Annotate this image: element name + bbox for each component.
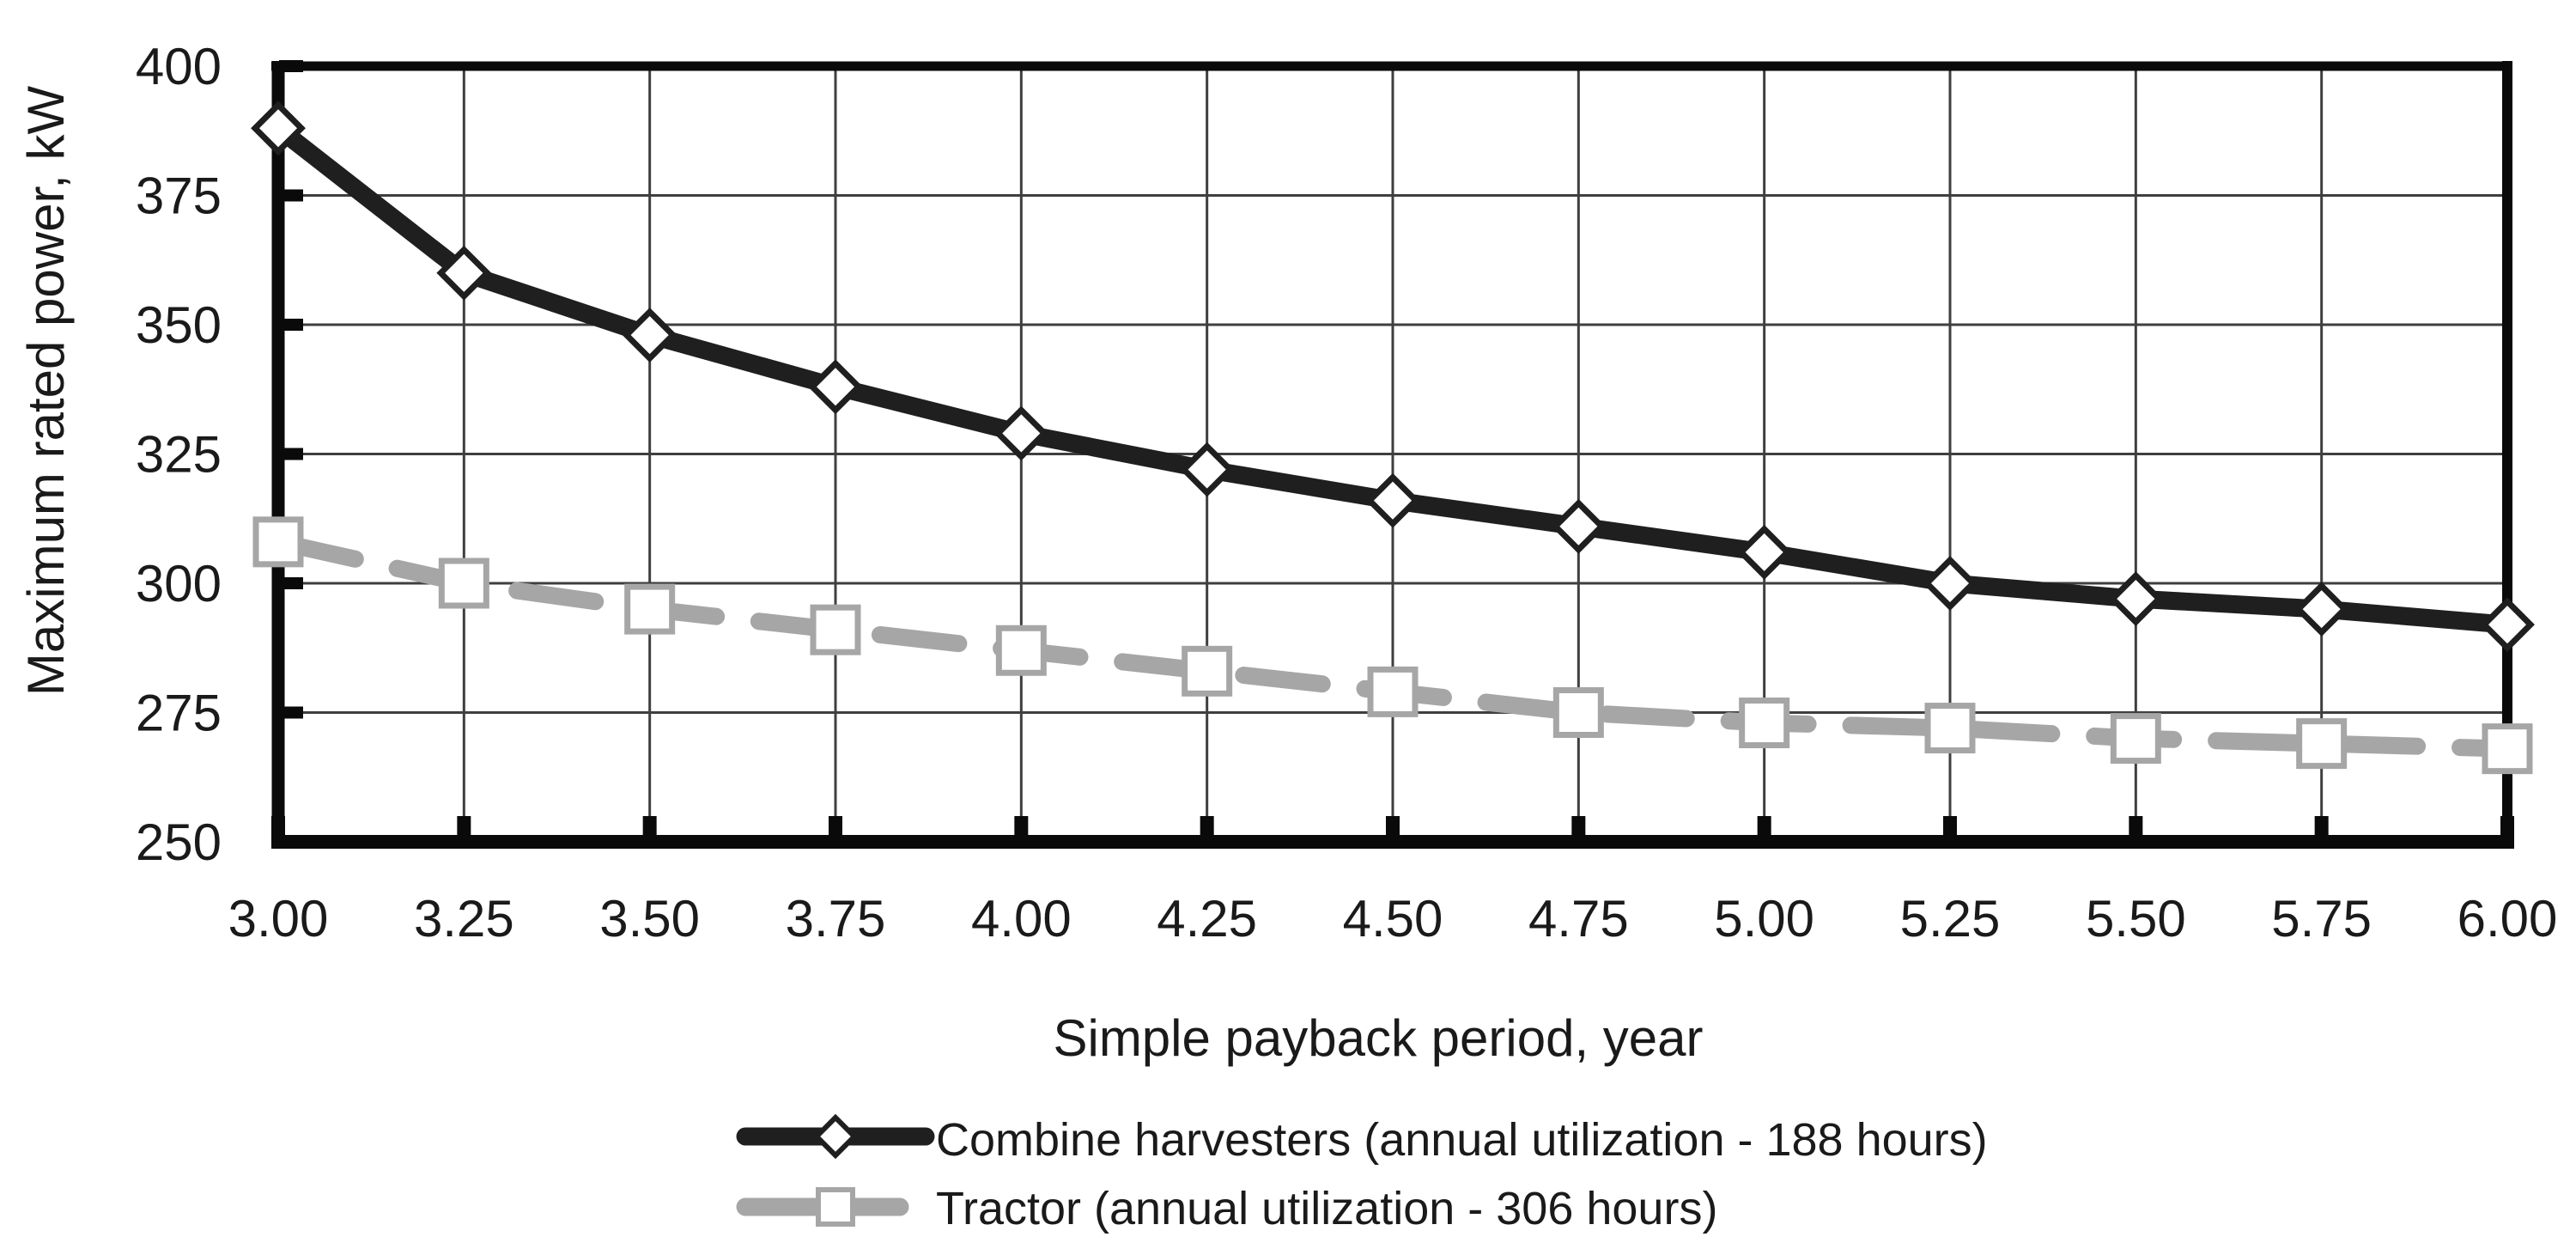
tractor-marker-square [810, 604, 861, 655]
plot-area: 250 275 300 325 350 375 400 3.00 3.25 3.50 3.75 4.0… [136, 38, 2558, 947]
x-tick-mark [1014, 816, 1029, 842]
legend-diamond-icon [812, 1113, 859, 1160]
x-tick-mark [271, 816, 285, 842]
legend-label-combine: Combine harvesters (annual utilization -… [936, 1114, 1988, 1166]
tractor-marker-square [252, 516, 304, 568]
y-tick-label: 400 [136, 38, 222, 95]
combine-harvesters-marker-diamond [2480, 597, 2535, 653]
legend-square-icon [816, 1187, 855, 1227]
combine-harvesters-marker-diamond [808, 359, 863, 415]
legend: Combine harvesters (annual utilization -… [736, 1113, 1988, 1234]
combine-harvesters-marker-diamond [622, 308, 677, 363]
tractor-marker-square [995, 624, 1047, 676]
tractor-marker-square [1552, 687, 1604, 738]
x-tick-label: 4.75 [1528, 890, 1629, 947]
x-tick-label: 3.50 [599, 890, 700, 947]
combine-harvesters-marker-diamond [2293, 582, 2349, 637]
x-tick-label: 4.25 [1157, 890, 1257, 947]
x-tick-label: 5.25 [1900, 890, 2001, 947]
legend-swatch-combine-line-diamond-icon [736, 1113, 935, 1160]
x-tick-mark [457, 816, 471, 842]
x-tick-mark [1943, 816, 1957, 842]
x-tick-mark [1386, 816, 1400, 842]
tractor-marker-square [1182, 645, 1233, 697]
tractor-marker-square [1924, 703, 1976, 754]
legend-item-combine: Combine harvesters (annual utilization -… [736, 1113, 1988, 1166]
x-tick-mark [2314, 816, 2329, 842]
tractor-marker-square [1367, 666, 1419, 717]
x-tick-mark [1757, 816, 1771, 842]
y-tick-label: 250 [136, 813, 222, 871]
combine-harvesters-marker-diamond [1736, 524, 1792, 580]
x-tick-mark [642, 816, 657, 842]
combine-harvesters-marker-diamond [251, 101, 306, 156]
x-tick-label: 6.00 [2458, 890, 2558, 947]
x-tick-mark [829, 816, 842, 842]
x-tick-label: 3.75 [786, 890, 886, 947]
x-tick-mark [2500, 816, 2514, 842]
combine-harvesters-marker-diamond [1551, 498, 1607, 554]
y-tick-mark [279, 189, 303, 202]
y-tick-label: 375 [136, 168, 222, 225]
x-tick-mark [2129, 816, 2143, 842]
y-tick-mark [279, 577, 303, 589]
tractor-marker-square [624, 583, 676, 635]
y-tick-label: 275 [136, 685, 222, 742]
x-tick-label: 5.50 [2086, 890, 2186, 947]
combine-harvesters-marker-diamond [1179, 442, 1235, 497]
x-tick-label: 4.50 [1343, 890, 1443, 947]
tractor-marker-square [2482, 723, 2533, 775]
y-tick-label: 325 [136, 426, 222, 484]
y-tick-mark [279, 706, 303, 719]
y-tick-label: 350 [136, 296, 222, 354]
x-axis-title: Simple payback period, year [1053, 1009, 1703, 1067]
x-tick-label: 5.75 [2271, 890, 2372, 947]
tractor-marker-square [1739, 698, 1790, 749]
x-tick-mark [1571, 816, 1586, 842]
combine-harvesters-marker-diamond [993, 405, 1049, 461]
combine-harvesters-marker-diamond [2108, 571, 2164, 627]
tractor-marker-square [2296, 718, 2348, 770]
y-tick-label: 300 [136, 555, 222, 612]
combine-harvesters-marker-diamond [436, 245, 492, 301]
legend-swatch-tractor-line-square-icon [736, 1187, 909, 1227]
x-tick-label: 3.00 [228, 890, 329, 947]
legend-item-tractor: Tractor (annual utilization - 306 hours) [736, 1183, 1717, 1234]
tractor-marker-square [2110, 713, 2161, 765]
tractor-marker-square [438, 557, 489, 609]
y-tick-mark [279, 60, 303, 72]
x-tick-label: 5.00 [1714, 890, 1814, 947]
x-tick-label: 4.00 [971, 890, 1072, 947]
y-tick-mark [279, 448, 303, 460]
combine-harvesters-marker-diamond [1923, 556, 1978, 611]
y-axis-title: Maximum rated power, kW [17, 86, 75, 697]
x-tick-label: 3.25 [414, 890, 514, 947]
x-tick-mark [1200, 816, 1214, 842]
y-tick-mark [279, 319, 303, 331]
legend-label-tractor: Tractor (annual utilization - 306 hours) [936, 1183, 1717, 1234]
combine-harvesters-marker-diamond [1365, 472, 1420, 528]
